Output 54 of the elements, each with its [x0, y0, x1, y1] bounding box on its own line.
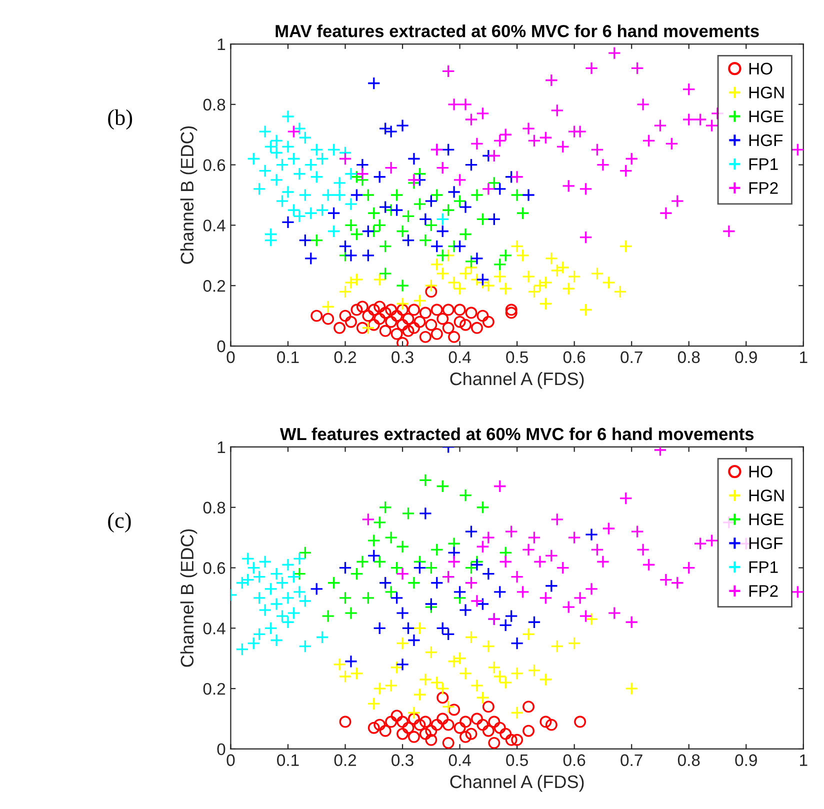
- chart-title: WL features extracted at 60% MVC for 6 hand movements: [280, 427, 754, 440]
- y-tick-label: 0.4: [203, 622, 226, 634]
- x-tick-label: 0.2: [334, 754, 356, 766]
- legend-label: FP1: [749, 158, 778, 170]
- y-tick-label: 0: [217, 340, 226, 352]
- x-tick-label: 0.3: [392, 754, 414, 766]
- x-tick-label: 0.1: [277, 754, 299, 766]
- chart-title: MAV features extracted at 60% MVC for 6 hand movements: [276, 24, 759, 38]
- x-tick-label: 0.2: [334, 351, 356, 364]
- x-tick-label: 0.5: [506, 754, 528, 766]
- x-tick-label: 0.7: [620, 351, 642, 364]
- y-tick-label: 0.2: [203, 280, 226, 292]
- legend-label: HO: [749, 466, 772, 478]
- y-tick-label: 0: [217, 743, 226, 756]
- y-tick-label: 0.6: [203, 562, 226, 574]
- legend-label: FP2: [749, 585, 778, 597]
- legend-label: HGN: [749, 490, 784, 502]
- x-tick-label: 0: [226, 754, 235, 766]
- y-tick-label: 1: [218, 38, 226, 50]
- y-axis-title: Channel B (EDC): [180, 529, 198, 667]
- x-tick-label: 0.4: [448, 754, 471, 766]
- x-tick-label: 0.8: [678, 754, 700, 766]
- legend-label: HGF: [749, 134, 783, 146]
- legend-label: HGE: [749, 513, 784, 526]
- x-tick-label: 1: [800, 351, 808, 363]
- y-tick-label: 0.2: [203, 682, 226, 695]
- x-tick-label: 1: [800, 754, 808, 766]
- legend-label: HGE: [749, 110, 784, 122]
- y-tick-label: 0.6: [203, 159, 226, 172]
- legend-label: HGN: [749, 86, 784, 98]
- x-tick-label: 0.7: [620, 754, 642, 766]
- text: (c): [108, 512, 131, 533]
- legend-label: HO: [749, 62, 772, 75]
- x-tick-label: 0.6: [563, 754, 586, 766]
- x-tick-label: 0.4: [448, 351, 471, 364]
- text: (b): [108, 109, 132, 130]
- x-axis-title: Channel A (FDS): [450, 372, 584, 389]
- legend-label: HGF: [749, 537, 783, 550]
- x-tick-label: 0.5: [506, 351, 528, 364]
- x-tick-label: 0.6: [563, 351, 586, 364]
- x-tick-label: 0.9: [735, 351, 757, 364]
- y-axis-title: Channel B (EDC): [180, 126, 198, 264]
- x-tick-label: 0.1: [277, 351, 299, 364]
- x-tick-label: 0.3: [392, 351, 414, 364]
- legend-label: FP1: [749, 561, 778, 573]
- y-tick-label: 0.4: [203, 220, 226, 232]
- x-tick-label: 0.8: [678, 351, 700, 364]
- y-tick-label: 0.8: [203, 98, 226, 111]
- legend-label: FP2: [749, 182, 778, 194]
- x-tick-label: 0.9: [735, 754, 757, 766]
- x-tick-label: 0: [226, 351, 235, 364]
- x-axis-title: Channel A (FDS): [450, 774, 584, 792]
- y-tick-label: 0.8: [203, 502, 226, 514]
- y-tick-label: 1: [218, 442, 226, 454]
